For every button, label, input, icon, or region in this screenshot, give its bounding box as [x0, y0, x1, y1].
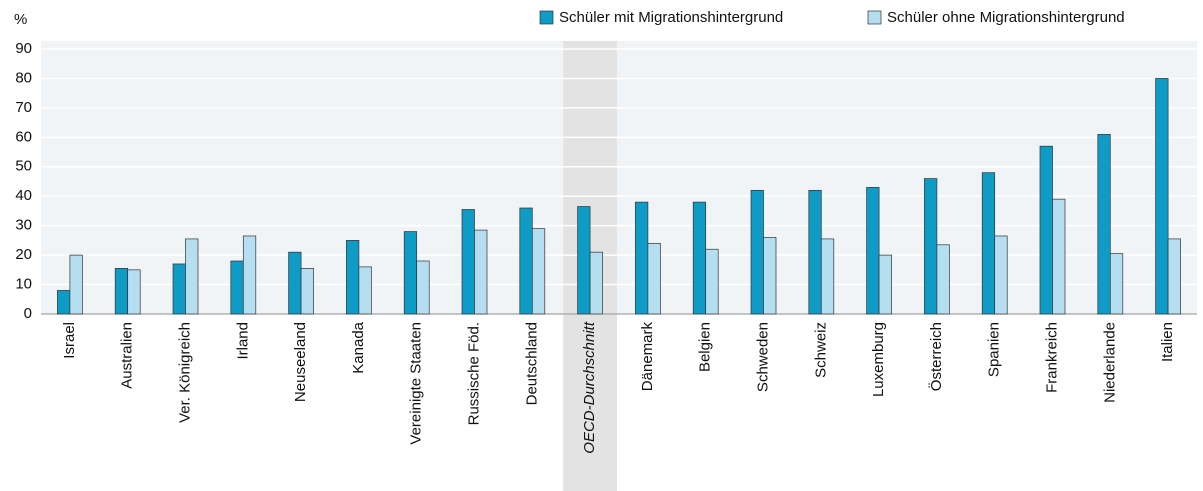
bar	[981, 172, 996, 315]
x-tick-label: Spanien	[986, 322, 1003, 377]
legend-label: Schüler ohne Migrationshintergrund	[887, 9, 1125, 26]
bar	[416, 260, 430, 315]
legend-swatch	[539, 10, 554, 25]
bar	[866, 187, 880, 315]
bar	[936, 244, 950, 315]
bar	[57, 290, 71, 315]
x-tick-label: Deutschland	[523, 322, 540, 405]
x-tick-label: Vereinigte Staaten	[408, 322, 425, 445]
x-tick-label: Israel	[61, 322, 78, 359]
y-tick-label: 50	[15, 158, 32, 175]
y-tick-label: 70	[15, 99, 32, 116]
x-tick-label: OECD-Durchschnitt	[581, 321, 598, 454]
bar	[1167, 238, 1181, 315]
bar	[531, 228, 546, 315]
bar	[185, 238, 199, 315]
x-tick-label: Österreich	[927, 322, 945, 391]
legend-swatch	[867, 10, 882, 25]
x-tick-label: Frankreich	[1043, 322, 1060, 393]
x-tick-label: Schweiz	[812, 322, 829, 378]
x-tick-label: Dänemark	[639, 322, 656, 392]
x-tick-label: Belgien	[697, 322, 714, 372]
bar	[763, 237, 777, 315]
bar	[346, 240, 360, 315]
bar	[647, 242, 661, 315]
y-tick-label: 20	[15, 246, 32, 263]
bar	[924, 178, 938, 315]
bar	[878, 254, 892, 315]
x-tick-label: Italien	[1159, 322, 1176, 362]
x-tick-label: Australien	[119, 322, 136, 389]
bar	[705, 248, 719, 315]
bar	[1109, 253, 1124, 315]
bar	[692, 201, 707, 315]
bar	[403, 231, 418, 315]
y-tick-label: 60	[15, 128, 32, 145]
x-tick-label: Kanada	[350, 321, 367, 373]
bar	[820, 238, 835, 315]
bar	[127, 269, 141, 315]
bar	[808, 189, 822, 315]
y-tick-label: 30	[15, 217, 32, 234]
bar	[288, 251, 302, 315]
bar	[172, 263, 186, 315]
bar	[577, 206, 591, 315]
bar	[461, 209, 475, 315]
bar	[994, 235, 1008, 315]
y-tick-label: 40	[15, 187, 32, 204]
x-tick-label: Ver. Königreich	[176, 322, 193, 423]
bar	[1039, 145, 1053, 315]
bar	[750, 189, 764, 315]
y-unit: %	[14, 11, 27, 28]
bar	[474, 229, 488, 315]
y-tick-label: 10	[15, 276, 32, 293]
bar	[1097, 134, 1111, 315]
bar	[69, 254, 83, 315]
bar	[358, 266, 372, 315]
y-tick-label: 80	[15, 69, 32, 86]
bar	[589, 251, 603, 315]
x-tick-label: Schweden	[754, 322, 771, 392]
plot-background	[41, 41, 1197, 314]
x-tick-label: Russische Föd.	[465, 322, 482, 425]
bar	[1052, 198, 1066, 315]
bar	[114, 268, 129, 315]
bar	[230, 260, 244, 315]
bar	[242, 235, 257, 315]
bar	[519, 207, 533, 315]
bar	[300, 268, 314, 315]
y-tick-label: 0	[24, 305, 32, 322]
legend-label: Schüler mit Migrationshintergrund	[559, 9, 783, 26]
x-tick-label: Luxemburg	[870, 322, 887, 397]
x-tick-label: Niederlande	[1101, 322, 1118, 403]
x-tick-label: Irland	[234, 322, 251, 360]
y-tick-label: 90	[15, 40, 32, 57]
bar	[1155, 78, 1169, 315]
bar	[635, 201, 649, 315]
x-tick-label: Neuseeland	[292, 322, 309, 402]
